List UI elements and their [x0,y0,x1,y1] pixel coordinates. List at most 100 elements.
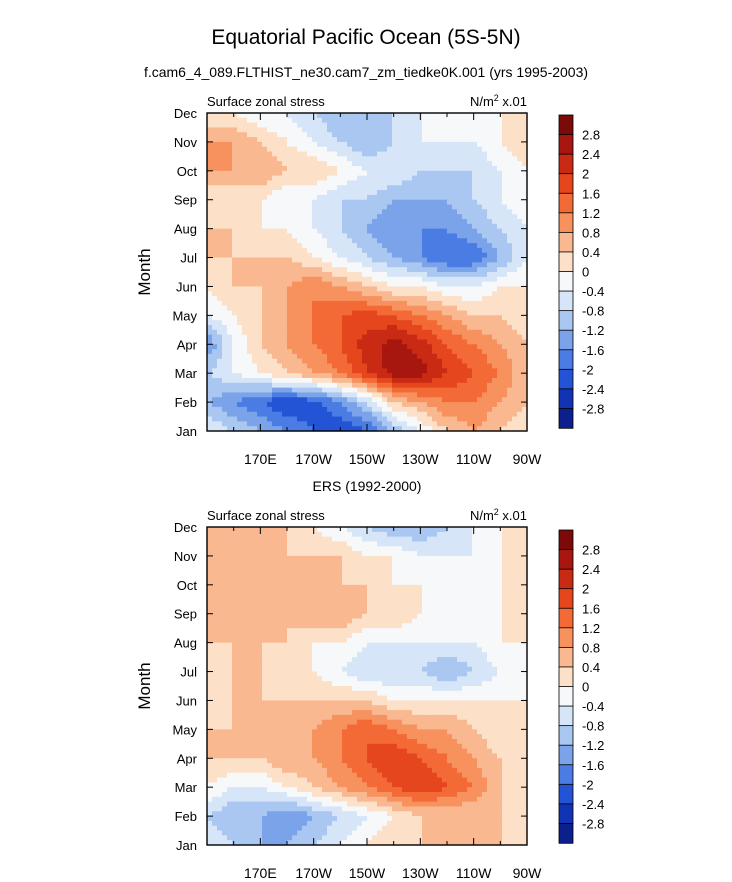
field-cell [387,531,393,538]
field-cell [232,310,238,316]
field-cell [512,199,518,206]
colorbar-label: -2 [582,362,594,377]
field-cell [322,411,328,418]
field-cell [292,575,298,581]
field-cell [492,127,498,133]
field-cell [242,315,248,321]
field-cell [432,387,438,394]
field-cell [377,214,383,220]
field-cell [377,387,383,394]
field-cell [332,199,338,206]
field-cell [367,334,373,341]
field-cell [357,397,363,403]
field-cell [432,180,438,186]
field-cell [437,252,443,259]
field-cell [352,267,358,273]
field-cell [422,204,428,210]
field-cell [257,151,263,157]
field-cell [317,117,323,124]
field-cell [307,397,313,403]
field-cell [342,560,348,567]
field-cell [457,233,463,239]
field-cell [247,397,253,403]
field-cell [482,238,488,244]
field-cell [282,286,288,292]
field-cell [372,368,378,374]
field-cell [462,416,468,422]
field-cell [287,190,293,196]
field-cell [407,527,413,533]
field-cell [232,300,238,307]
field-cell [232,190,238,196]
field-cell [507,247,513,254]
field-cell [212,349,218,355]
field-cell [457,536,463,543]
field-cell [292,175,298,182]
field-cell [277,416,283,422]
field-cell [332,339,338,345]
field-cell [322,358,328,365]
field-cell [512,214,518,220]
field-cell [517,233,523,239]
field-cell [387,194,393,201]
field-cell [322,560,328,567]
field-cell [227,252,233,259]
field-cell [452,406,458,413]
field-cell [372,151,378,157]
field-cell [367,276,373,283]
field-cell [512,243,518,249]
field-cell [207,551,213,557]
field-cell [512,262,518,268]
field-cell [267,117,273,124]
field-cell [427,358,433,365]
field-cell [262,146,268,153]
field-cell [252,555,258,562]
field-cell [522,296,528,302]
field-cell [327,296,333,302]
field-cell [387,161,393,167]
field-cell [282,175,288,182]
field-cell [482,560,488,567]
field-cell [267,353,273,360]
field-cell [362,233,368,239]
field-cell [372,416,378,422]
field-cell [282,151,288,157]
field-cell [377,315,383,321]
field-cell [432,243,438,249]
field-cell [327,247,333,254]
field-cell [207,204,213,210]
field-cell [232,113,238,119]
field-cell [362,190,368,196]
field-cell [297,132,303,138]
field-cell [392,300,398,307]
field-cell [302,334,308,341]
field-cell [382,276,388,283]
field-cell [312,233,318,239]
field-cell [277,272,283,278]
field-cell [322,416,328,422]
field-cell [222,127,228,133]
field-cell [507,204,513,210]
field-cell [417,257,423,263]
field-cell [377,320,383,326]
field-cell [217,334,223,341]
field-cell [282,325,288,331]
field-cell [372,127,378,133]
field-cell [377,180,383,186]
field-cell [462,122,468,129]
field-cell [442,426,448,432]
field-cell [262,325,268,331]
field-cell [422,368,428,374]
field-cell [462,199,468,206]
field-cell [232,536,238,543]
field-cell [272,358,278,365]
field-cell [302,257,308,263]
field-cell [382,185,388,191]
field-cell [257,233,263,239]
field-cell [287,127,293,133]
field-cell [427,286,433,292]
field-cell [407,286,413,292]
field-cell [462,276,468,283]
field-cell [347,527,353,533]
field-cell [482,247,488,254]
